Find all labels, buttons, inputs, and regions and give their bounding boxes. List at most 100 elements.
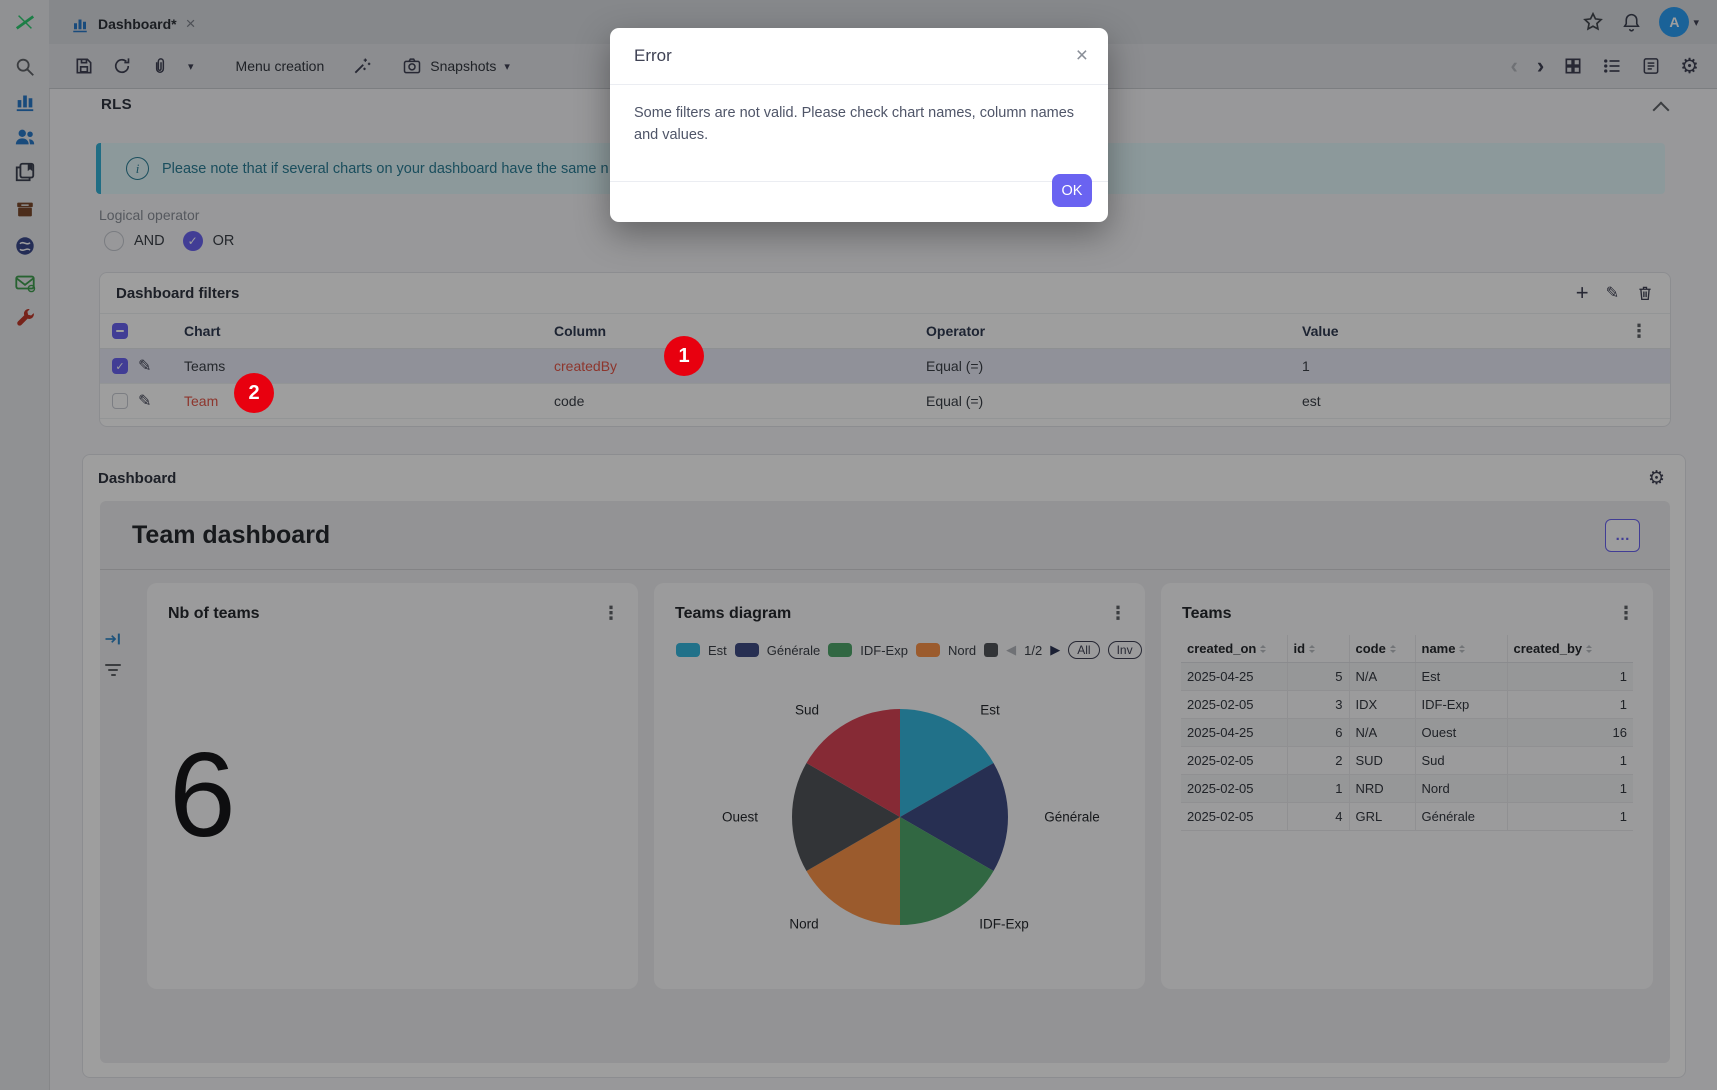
expand-to-bar-icon[interactable] [103, 629, 123, 649]
cell-name: Générale [1415, 802, 1508, 831]
row-checkbox-checked[interactable]: ✓ [112, 358, 128, 374]
cell-created-on: 2025-02-05 [1181, 802, 1288, 831]
search-icon[interactable] [14, 56, 36, 78]
nav-forward-icon[interactable]: › [1536, 53, 1545, 78]
cell-id: 5 [1287, 662, 1350, 691]
attachment-icon[interactable] [150, 56, 170, 76]
and-radio[interactable] [104, 231, 124, 251]
table-row[interactable]: 2025-02-05 1 NRD Nord 1 [1181, 774, 1633, 803]
sidebar-item-archive[interactable] [14, 198, 36, 220]
modal-close-icon[interactable]: × [1075, 44, 1088, 67]
cell-created-on: 2025-04-25 [1181, 718, 1288, 747]
card-kebab-icon[interactable]: ⋮ [1109, 603, 1127, 623]
th-created-by[interactable]: created_by [1507, 635, 1633, 663]
bell-icon[interactable] [1621, 12, 1642, 33]
th-id[interactable]: id [1287, 635, 1350, 663]
col-header-column[interactable]: Column [554, 313, 926, 349]
sort-icon [1459, 642, 1466, 656]
select-all-checkbox[interactable] [112, 323, 128, 339]
table-row[interactable]: 2025-02-05 4 GRL Générale 1 [1181, 802, 1633, 831]
legend-next-icon[interactable]: ▶ [1050, 642, 1061, 657]
annotation-badge-2: 2 [234, 373, 274, 413]
settings-gear-icon[interactable]: ⚙ [1680, 54, 1699, 78]
sidebar [0, 0, 50, 1090]
tab-label: Dashboard* [98, 16, 177, 32]
filter-row-1[interactable]: ✓ ✎ Teams createdBy Equal (=) 1 [100, 348, 1670, 384]
table-row[interactable]: 2025-04-25 5 N/A Est 1 [1181, 662, 1633, 691]
magic-wand-icon[interactable] [352, 56, 372, 76]
save-icon[interactable] [74, 56, 94, 76]
sidebar-item-library[interactable] [14, 161, 36, 183]
table-kebab-icon[interactable]: ⋮ [1630, 320, 1648, 341]
card-kebab-icon[interactable]: ⋮ [1617, 603, 1635, 623]
edit-row-icon[interactable]: ✎ [138, 393, 152, 410]
chevron-down-icon: ▾ [1693, 16, 1699, 29]
legend-swatch-nord[interactable] [915, 643, 940, 657]
filter-row-2[interactable]: ✎ Team code Equal (=) est [100, 383, 1670, 419]
col-header-chart[interactable]: Chart [184, 313, 554, 349]
pie-chart[interactable] [792, 709, 1008, 925]
card-kebab-icon[interactable]: ⋮ [602, 603, 620, 623]
teams-table-card: Teams ⋮ created_on id code name created_… [1161, 583, 1653, 989]
mail-icon[interactable] [14, 272, 36, 294]
wrench-icon[interactable] [14, 309, 36, 331]
tab-close-icon[interactable]: × [185, 14, 196, 33]
legend-swatch-est[interactable] [676, 643, 700, 657]
sidebar-item-users[interactable] [14, 126, 36, 148]
pie-label-generale: Générale [1044, 809, 1100, 825]
legend-prev-icon[interactable]: ◀ [1006, 642, 1017, 657]
big-number-value: 6 [169, 728, 236, 862]
legend-label-idf-exp[interactable]: IDF-Exp [860, 642, 908, 658]
legend-swatch-truncated[interactable] [984, 643, 999, 657]
col-header-value[interactable]: Value [1302, 313, 1630, 349]
table-row[interactable]: 2025-02-05 2 SUD Sud 1 [1181, 746, 1633, 775]
legend-label-generale[interactable]: Générale [766, 642, 821, 658]
th-name[interactable]: name [1415, 635, 1508, 663]
cell-id: 1 [1287, 774, 1350, 803]
filter-icon[interactable] [103, 661, 123, 681]
table-row[interactable]: 2025-02-05 3 IDX IDF-Exp 1 [1181, 690, 1633, 719]
teams-diagram-card: Teams diagram ⋮ Est Générale IDF-Exp Nor… [654, 583, 1145, 989]
report-view-icon[interactable] [1641, 56, 1661, 76]
nav-back-icon[interactable]: ‹ [1510, 53, 1518, 78]
or-radio-checked[interactable]: ✓ [182, 231, 203, 251]
avatar[interactable]: A [1659, 7, 1690, 37]
edit-row-icon[interactable]: ✎ [138, 358, 152, 375]
snapshots-dropdown[interactable]: Snapshots ▾ [402, 56, 510, 76]
filters-panel-title: Dashboard filters [116, 284, 240, 302]
filter-operator-cell: Equal (=) [926, 348, 1302, 384]
app-logo-x-icon[interactable] [14, 11, 36, 33]
legend-inv-button[interactable]: Inv [1107, 641, 1142, 659]
cell-name: Est [1415, 662, 1508, 691]
sidebar-item-dashboards[interactable] [14, 90, 36, 112]
refresh-icon[interactable] [112, 56, 132, 76]
legend-label-nord[interactable]: Nord [947, 642, 977, 658]
legend-swatch-generale[interactable] [734, 643, 759, 657]
grid-view-icon[interactable] [1563, 56, 1583, 76]
th-code[interactable]: code [1349, 635, 1416, 663]
ok-button[interactable]: OK [1052, 174, 1092, 207]
filter-value-cell: est [1302, 383, 1630, 419]
th-created-on[interactable]: created_on [1181, 635, 1288, 663]
dashboard-gear-icon[interactable]: ⚙ [1647, 467, 1665, 489]
delete-filters-icon[interactable] [1636, 284, 1654, 303]
user-menu[interactable]: A ▾ [1659, 7, 1699, 37]
dashboard-more-button[interactable]: … [1605, 519, 1640, 552]
add-filter-icon[interactable]: + [1575, 280, 1589, 305]
col-header-operator[interactable]: Operator [926, 313, 1302, 349]
pie-label-est: Est [980, 702, 1000, 718]
dashboard-filters-panel: Dashboard filters + ✎ Chart Column Opera… [99, 272, 1671, 427]
legend-swatch-idf-exp[interactable] [828, 643, 853, 657]
save-options-chevron-icon[interactable]: ▾ [188, 60, 194, 73]
star-icon[interactable] [1582, 11, 1604, 33]
sidebar-item-globe[interactable] [14, 235, 36, 257]
table-row[interactable]: 2025-04-25 6 N/A Ouest 16 [1181, 718, 1633, 747]
dashboard-title: Team dashboard [132, 521, 331, 549]
edit-filters-icon[interactable]: ✎ [1605, 285, 1619, 302]
legend-label-est[interactable]: Est [708, 642, 727, 658]
list-view-icon[interactable] [1602, 56, 1622, 76]
legend-all-button[interactable]: All [1068, 641, 1100, 659]
row-checkbox-unchecked[interactable] [112, 393, 128, 409]
menu-creation-button[interactable]: Menu creation [235, 58, 325, 74]
pie-label-ouest: Ouest [721, 809, 759, 825]
